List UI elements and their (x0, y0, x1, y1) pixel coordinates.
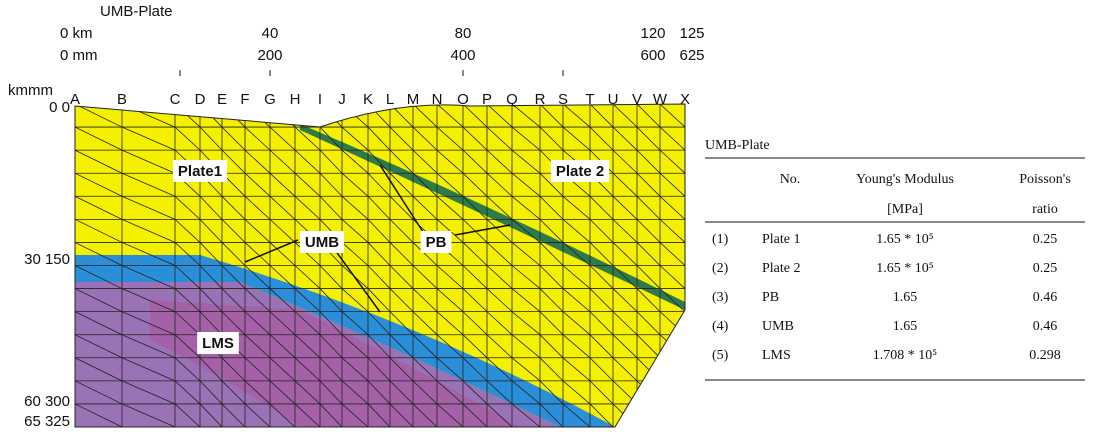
table-cell: 0.25 (1033, 232, 1058, 247)
column-label: K (363, 91, 373, 108)
column-label: B (117, 91, 127, 108)
table-cell: 0.25 (1033, 261, 1058, 276)
table-cell: 1.65 (893, 319, 918, 334)
km-label: 125 (679, 25, 704, 42)
table-cell: (1) (712, 232, 729, 247)
table-cell: 0.46 (1033, 290, 1058, 305)
mm-label: 600 (640, 47, 665, 64)
table-title: UMB-Plate (705, 138, 770, 153)
table-cell: PB (762, 290, 779, 305)
km-label: 0 km (60, 25, 93, 42)
km-label: 120 (640, 25, 665, 42)
region-label: UMB (305, 234, 339, 251)
column-label: J (338, 91, 346, 108)
table-cell: Plate 2 (762, 261, 801, 276)
mm-label: 200 (257, 47, 282, 64)
table-header: Young's Modulus (856, 172, 954, 187)
mesh-line (660, 404, 685, 427)
column-label: T (585, 91, 594, 108)
depth-label: 65 325 (24, 413, 70, 430)
table-cell: (3) (712, 290, 729, 305)
column-label: S (558, 91, 568, 108)
table-cell: 1.708 * 10⁵ (873, 348, 938, 363)
table-cell: Plate 1 (762, 232, 801, 247)
table-header: Poisson's (1019, 172, 1071, 187)
region-label: Plate 2 (556, 163, 604, 180)
region-label: LMS (202, 335, 234, 352)
axis-title: UMB-Plate (100, 3, 173, 20)
table-cell: UMB (762, 319, 794, 334)
table-cell: LMS (762, 348, 791, 363)
table-cell: 1.65 * 10⁵ (876, 232, 934, 247)
km-label: 80 (455, 25, 472, 42)
column-label: E (217, 91, 227, 108)
mesh (75, 100, 687, 430)
mm-label: 400 (450, 47, 475, 64)
depth-label: 0 0 (49, 99, 70, 116)
column-label: P (482, 91, 492, 108)
mesh-line (637, 404, 660, 427)
table-cell: (5) (712, 348, 729, 363)
table-cell: 0.46 (1033, 319, 1058, 334)
km-label: 40 (262, 25, 279, 42)
table-cell: 1.65 * 10⁵ (876, 261, 934, 276)
column-label: V (632, 91, 642, 108)
region-label: PB (426, 234, 447, 251)
table-cell: 0.298 (1029, 348, 1061, 363)
column-label: U (608, 91, 619, 108)
column-label: G (264, 91, 276, 108)
table-header: [MPa] (887, 202, 923, 217)
mm-label: 0 mm (60, 47, 98, 64)
column-label: X (680, 91, 690, 108)
table-header: ratio (1032, 202, 1058, 217)
column-label: L (386, 91, 394, 108)
column-label: A (70, 91, 80, 108)
table-cell: 1.65 (893, 290, 918, 305)
column-label: H (290, 91, 301, 108)
mesh-line (660, 381, 685, 404)
column-label: R (535, 91, 546, 108)
column-label: W (653, 91, 668, 108)
depth-label: 30 150 (24, 251, 70, 268)
page: A B CDEFGHIJKLMNOPQRSTUVWX 0 km 40 80 120 125 0 … (0, 0, 1093, 441)
table-header: No. (780, 172, 801, 187)
table-cell: (2) (712, 261, 729, 276)
region-label: Plate1 (178, 163, 222, 180)
column-label: I (318, 91, 322, 108)
corner-label: kmmm (8, 82, 53, 99)
column-label: M (407, 91, 420, 108)
column-label: N (432, 91, 443, 108)
mm-label: 625 (679, 47, 704, 64)
mesh-line (660, 358, 685, 381)
column-label: D (195, 91, 206, 108)
column-label: F (240, 91, 249, 108)
depth-label: 60 300 (24, 393, 70, 410)
column-label: O (457, 91, 469, 108)
column-label: Q (506, 91, 518, 108)
column-label: C (170, 91, 181, 108)
table-cell: (4) (712, 319, 729, 334)
